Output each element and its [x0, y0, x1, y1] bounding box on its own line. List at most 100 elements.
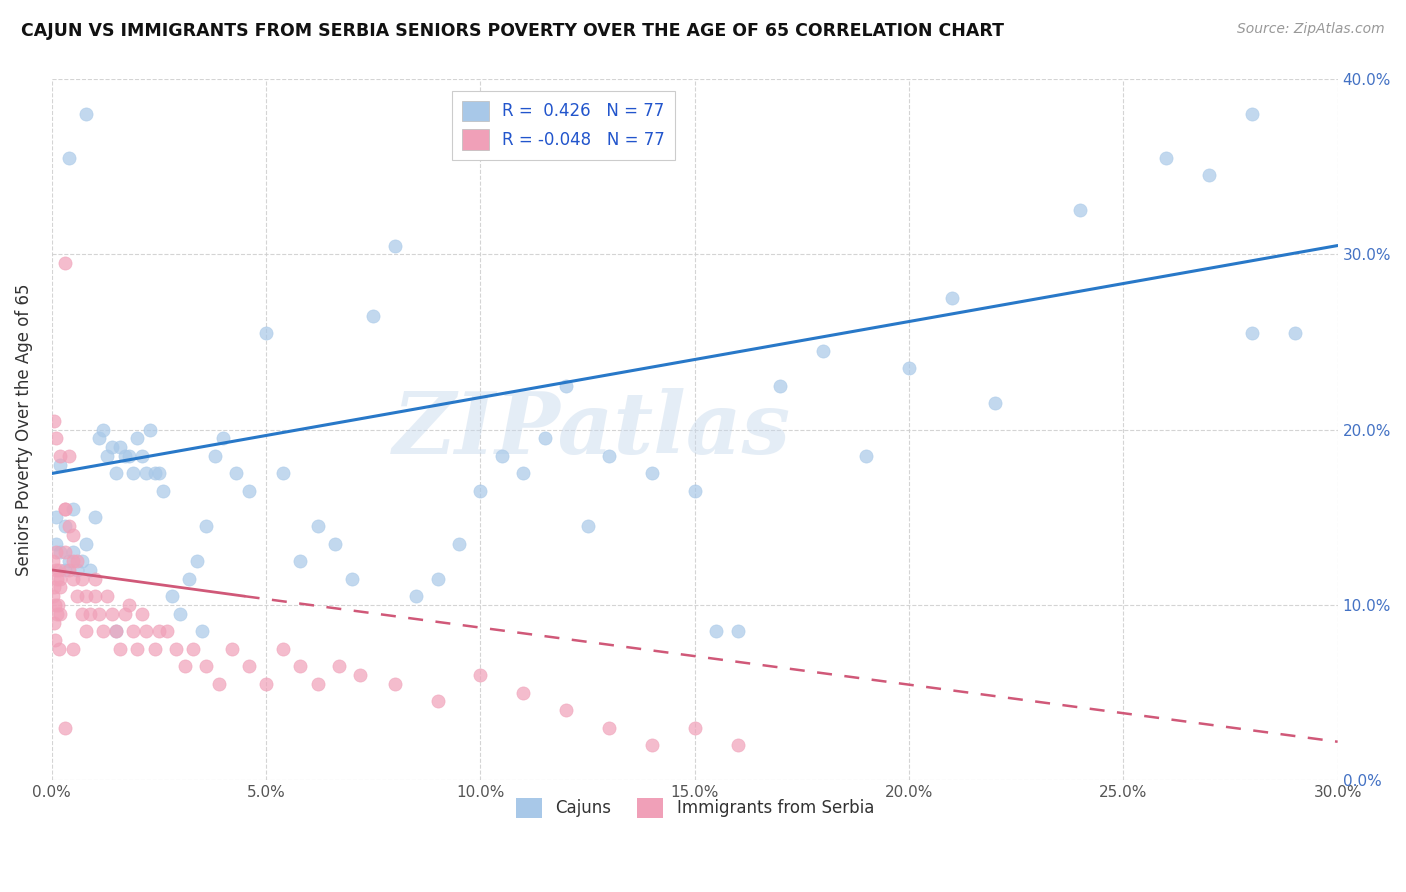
Point	[160, 589, 183, 603]
Point	[470, 668, 492, 682]
Point	[173, 659, 195, 673]
Point	[323, 536, 346, 550]
Point	[271, 641, 294, 656]
Legend: Cajuns, Immigrants from Serbia: Cajuns, Immigrants from Serbia	[509, 791, 880, 824]
Point	[512, 685, 534, 699]
Text: Source: ZipAtlas.com: Source: ZipAtlas.com	[1237, 22, 1385, 37]
Point	[131, 607, 153, 621]
Point	[683, 483, 706, 498]
Point	[53, 545, 76, 559]
Point	[87, 607, 110, 621]
Point	[62, 554, 84, 568]
Point	[46, 598, 69, 612]
Point	[53, 501, 76, 516]
Point	[941, 291, 963, 305]
Point	[53, 721, 76, 735]
Point	[105, 467, 128, 481]
Point	[62, 501, 84, 516]
Point	[186, 554, 208, 568]
Point	[45, 431, 67, 445]
Point	[491, 449, 513, 463]
Point	[83, 589, 105, 603]
Point	[307, 519, 329, 533]
Point	[1154, 151, 1177, 165]
Point	[66, 563, 89, 577]
Point	[139, 423, 162, 437]
Point	[598, 449, 620, 463]
Point	[105, 624, 128, 639]
Point	[1069, 203, 1091, 218]
Point	[855, 449, 877, 463]
Point	[533, 431, 555, 445]
Point	[49, 545, 72, 559]
Point	[41, 554, 63, 568]
Point	[62, 545, 84, 559]
Point	[45, 536, 67, 550]
Point	[165, 641, 187, 656]
Point	[100, 607, 122, 621]
Point	[49, 449, 72, 463]
Point	[58, 151, 80, 165]
Point	[127, 641, 149, 656]
Point	[769, 379, 792, 393]
Point	[177, 572, 200, 586]
Point	[45, 572, 67, 586]
Point	[135, 467, 157, 481]
Point	[58, 554, 80, 568]
Point	[204, 449, 226, 463]
Point	[470, 483, 492, 498]
Point	[384, 238, 406, 252]
Text: ZIPatlas: ZIPatlas	[392, 388, 792, 471]
Point	[49, 458, 72, 472]
Point	[340, 572, 363, 586]
Point	[290, 554, 312, 568]
Point	[152, 483, 174, 498]
Point	[48, 563, 70, 577]
Point	[70, 572, 93, 586]
Point	[114, 449, 136, 463]
Point	[271, 467, 294, 481]
Point	[91, 423, 114, 437]
Point	[118, 598, 141, 612]
Point	[127, 431, 149, 445]
Point	[49, 607, 72, 621]
Point	[66, 589, 89, 603]
Point	[555, 379, 578, 393]
Point	[70, 607, 93, 621]
Point	[1240, 326, 1263, 341]
Point	[42, 615, 65, 630]
Point	[46, 607, 69, 621]
Point	[118, 449, 141, 463]
Point	[110, 641, 132, 656]
Point	[148, 624, 170, 639]
Point	[96, 589, 118, 603]
Point	[45, 545, 67, 559]
Point	[1240, 107, 1263, 121]
Point	[66, 554, 89, 568]
Point	[100, 440, 122, 454]
Point	[58, 519, 80, 533]
Point	[75, 589, 97, 603]
Point	[225, 467, 247, 481]
Point	[238, 659, 260, 673]
Point	[87, 431, 110, 445]
Point	[191, 624, 214, 639]
Point	[1284, 326, 1306, 341]
Point	[143, 467, 166, 481]
Point	[122, 624, 145, 639]
Y-axis label: Seniors Poverty Over the Age of 65: Seniors Poverty Over the Age of 65	[15, 284, 32, 576]
Point	[75, 624, 97, 639]
Point	[195, 519, 218, 533]
Point	[426, 572, 449, 586]
Point	[42, 589, 65, 603]
Point	[44, 633, 66, 648]
Point	[58, 449, 80, 463]
Point	[254, 326, 277, 341]
Point	[307, 677, 329, 691]
Point	[58, 563, 80, 577]
Point	[254, 677, 277, 691]
Point	[641, 738, 664, 752]
Point	[62, 528, 84, 542]
Point	[96, 449, 118, 463]
Point	[212, 431, 235, 445]
